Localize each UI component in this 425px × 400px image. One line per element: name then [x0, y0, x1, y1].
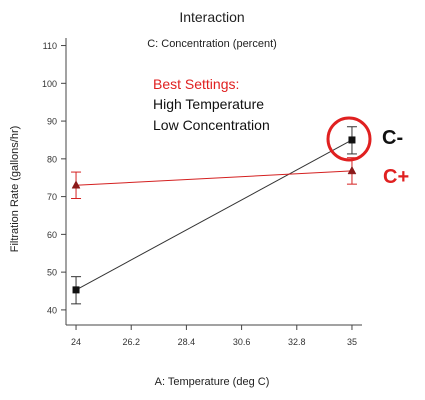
y-tick-label: 90 [47, 117, 57, 127]
data-point [347, 165, 357, 175]
best-settings-heading: Best Settings: [153, 76, 239, 92]
y-axis-label: Filtration Rate (gallons/hr) [9, 126, 21, 253]
data-point [348, 136, 356, 144]
best-settings-line-1: High Temperature [153, 96, 264, 112]
y-tick-label: 60 [47, 230, 57, 240]
label-c-minus: C- [382, 127, 403, 149]
y-tick-label: 70 [47, 192, 57, 202]
y-tick-label: 110 [43, 41, 57, 51]
x-tick-label: 26.2 [122, 337, 140, 347]
x-tick-label: 28.4 [178, 337, 196, 347]
series-line [76, 170, 352, 186]
x-tick-label: 32.8 [288, 337, 306, 347]
y-tick-label: 80 [47, 154, 57, 164]
chart-title: Interaction [179, 9, 244, 25]
series-0 [71, 126, 357, 305]
data-point [72, 286, 80, 294]
x-tick-label: 30.6 [233, 337, 251, 347]
x-tick-label: 35 [347, 337, 357, 347]
label-c-plus: C+ [383, 166, 409, 188]
highlight-circle [326, 116, 372, 162]
y-tick-label: 40 [47, 305, 57, 315]
best-settings-line-2: Low Concentration [153, 117, 270, 133]
y-axis-ticks: 40 50 60 70 80 90 100 110 [42, 41, 66, 315]
x-axis-label: A: Temperature (deg C) [155, 376, 270, 388]
y-tick-label: 50 [47, 268, 57, 278]
y-tick-label: 100 [42, 79, 57, 89]
x-axis-ticks: 24 26.2 28.4 30.6 32.8 35 [71, 325, 357, 347]
chart-subtitle: C: Concentration (percent) [147, 38, 277, 50]
series-line [75, 139, 353, 291]
series-1 [71, 157, 357, 199]
x-tick-label: 24 [71, 337, 81, 347]
data-point [71, 180, 81, 189]
series-group [71, 126, 357, 305]
